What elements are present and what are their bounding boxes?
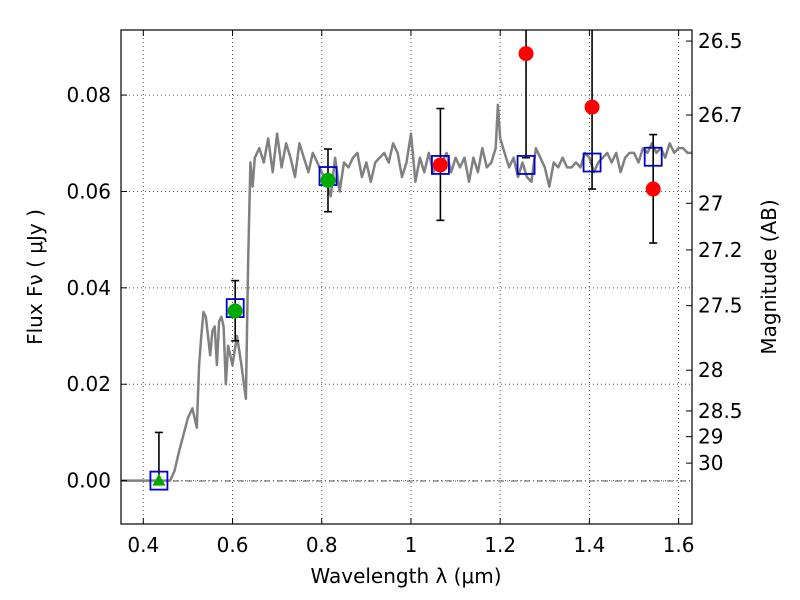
observed-point-green: [320, 172, 336, 188]
model-photometry-box: [431, 155, 450, 175]
magnitude-tick-label: 30: [698, 451, 723, 475]
y-tick-label: 0.02: [66, 372, 111, 396]
model-photometry-box: [516, 155, 536, 175]
x-tick-label: 1: [405, 533, 418, 557]
x-tick-label: 0.4: [127, 533, 159, 557]
y-tick-label: 0.04: [66, 276, 111, 300]
magnitude-tick-label: 27.2: [698, 238, 743, 262]
magnitude-tick-label: 28.5: [698, 399, 743, 423]
magnitude-tick-label: 28: [698, 358, 723, 382]
observed-points: [152, 46, 661, 486]
observed-point-red: [518, 46, 534, 62]
y-tick-label: 0.08: [66, 83, 111, 107]
model-spectrum-line: [121, 103, 692, 482]
x-tick-label: 1.6: [663, 533, 695, 557]
x-tick-label: 1.2: [484, 533, 516, 557]
x-axis-ticks: 0.4 0.6 0.8 1 1.2 1.4 1.6: [127, 30, 695, 557]
grid: [121, 30, 692, 524]
y-tick-label: 0.06: [66, 179, 111, 203]
x-tick-label: 0.8: [306, 533, 338, 557]
model-spectrum: [121, 103, 692, 482]
x-tick-label: 1.4: [573, 533, 605, 557]
observed-point-red: [645, 181, 661, 197]
magnitude-axis-title: Magnitude (AB): [757, 199, 781, 354]
magnitude-tick-label: 29: [698, 425, 723, 449]
observed-point-triangle: [152, 473, 166, 486]
model-photometry-box: [643, 146, 663, 167]
magnitude-tick-label: 27: [698, 191, 723, 215]
y-axis-ticks: 0.00 0.02 0.04 0.06 0.08: [66, 83, 127, 493]
observed-point-green: [227, 303, 243, 319]
plot-frame: [120, 29, 693, 525]
x-axis-title: Wavelength λ (μm): [310, 564, 501, 588]
y-axis-title: Flux Fν ( μJy ): [23, 209, 47, 345]
magnitude-tick-label: 27.5: [698, 294, 743, 318]
model-photometry-box: [149, 470, 169, 491]
magnitude-tick-label: 26.7: [698, 103, 743, 127]
model-photometry-boxes: [149, 146, 663, 491]
observed-point-red: [584, 99, 600, 115]
error-bars: [154, 30, 658, 481]
magnitude-tick-label: 26.5: [698, 29, 743, 53]
observed-point-red: [432, 157, 448, 173]
x-tick-label: 0.6: [217, 533, 249, 557]
model-photometry-box: [582, 152, 602, 173]
y-tick-label: 0.00: [66, 469, 111, 493]
